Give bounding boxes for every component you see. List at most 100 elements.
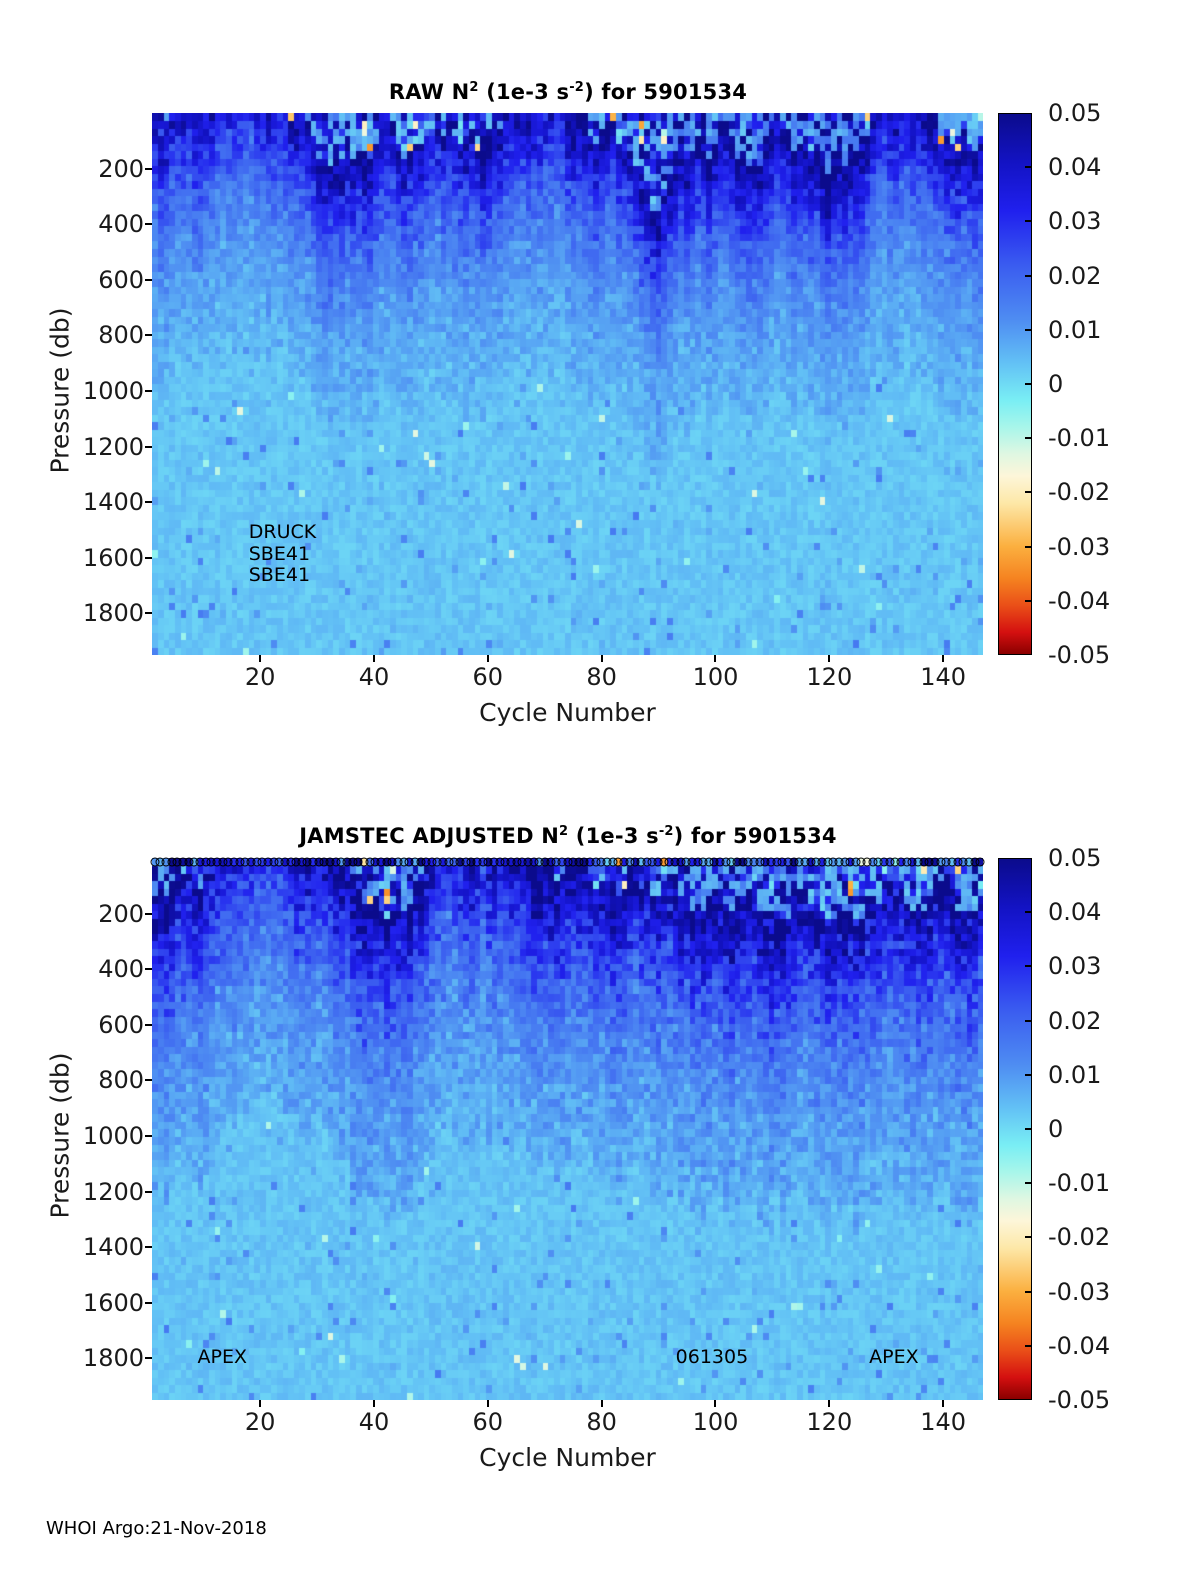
x-tick-mark xyxy=(828,655,831,662)
y-tick-label: 200 xyxy=(98,899,144,928)
colorbar-tick-mark xyxy=(1025,1128,1032,1130)
y-tick-mark xyxy=(145,389,152,392)
x-tick-mark xyxy=(828,1400,831,1407)
y-tick-mark xyxy=(145,1190,152,1193)
colorbar-tick-label: -0.01 xyxy=(1048,1169,1111,1198)
y-tick-label: 1400 xyxy=(82,1233,144,1262)
y-tick-label: 1200 xyxy=(82,1177,144,1206)
colorbar-tick-mark xyxy=(1025,328,1032,331)
y-axis-ticks-raw: 200 400 600 800 1000 1200 1400 1600 1800 xyxy=(40,113,144,655)
y-tick-mark xyxy=(145,445,152,448)
colorbar-tick-label: 0.02 xyxy=(1048,261,1102,290)
colorbar-tick-label: 0 xyxy=(1048,370,1064,398)
x-tick-label: 20 xyxy=(244,663,276,691)
colorbar-tick-mark xyxy=(1025,1182,1032,1185)
y-tick-mark xyxy=(145,1246,152,1249)
y-tick-mark xyxy=(145,612,152,615)
title-text-post: ) for 5901534 xyxy=(584,80,748,104)
footer-credit: WHOI Argo:21-Nov-2018 xyxy=(46,1518,267,1539)
plot-annotation: APEX xyxy=(869,1346,919,1369)
x-tick-label: 120 xyxy=(806,663,853,691)
panel-adjusted-title: JAMSTEC ADJUSTED N2 (1e-3 s-2) for 59015… xyxy=(152,824,984,848)
x-tick-mark xyxy=(714,655,717,662)
panel-raw-title: RAW N2 (1e-3 s-2) for 5901534 xyxy=(152,80,984,104)
y-tick-label: 400 xyxy=(98,210,144,239)
colorbar-tick-mark xyxy=(1025,965,1032,968)
y-tick-mark xyxy=(145,1134,152,1137)
plot-annotation: DRUCK xyxy=(248,520,317,543)
colorbar-tick-label: -0.02 xyxy=(1048,478,1111,507)
y-tick-mark xyxy=(145,278,152,281)
colorbar-tick-mark xyxy=(1025,1290,1032,1293)
colorbar-tick-label: -0.05 xyxy=(1048,641,1111,669)
y-tick-label: 1000 xyxy=(82,376,144,405)
title-sup-1: 2 xyxy=(469,80,479,95)
title-text-pre: JAMSTEC ADJUSTED N xyxy=(299,824,560,848)
x-axis-ticks-adjusted: 20 40 60 80 100 120 140 xyxy=(152,1408,983,1442)
panel-raw: RAW N2 (1e-3 s-2) for 5901534 200 400 600 8… xyxy=(0,0,1200,760)
colorbar-tick-label: -0.03 xyxy=(1048,1277,1111,1306)
cycle-marker-row xyxy=(150,857,985,874)
colorbar-tick-mark xyxy=(1025,274,1032,277)
y-tick-mark xyxy=(145,167,152,170)
x-tick-mark xyxy=(372,1400,375,1407)
colorbar-tick-label: -0.03 xyxy=(1048,532,1111,561)
y-tick-mark xyxy=(145,556,152,559)
y-tick-label: 1400 xyxy=(82,488,144,517)
x-tick-mark xyxy=(942,1400,945,1407)
y-axis-label-adjusted: Pressure (db) xyxy=(45,1052,75,1219)
colorbar-tick-mark xyxy=(1025,166,1032,169)
y-tick-mark xyxy=(145,334,152,337)
y-tick-mark xyxy=(145,223,152,226)
heatmap-raw xyxy=(152,113,983,655)
x-tick-mark xyxy=(942,655,945,662)
title-sup-1: 2 xyxy=(559,824,569,839)
colorbar-tick-label: 0.04 xyxy=(1048,898,1102,927)
colorbar-tick-label: -0.04 xyxy=(1048,1331,1111,1360)
y-tick-mark xyxy=(145,501,152,504)
title-sup-2: -2 xyxy=(569,80,585,95)
x-tick-mark xyxy=(600,655,603,662)
y-tick-mark xyxy=(145,968,152,971)
cycle-marker xyxy=(975,857,985,867)
heatmap-adjusted xyxy=(152,858,983,1400)
x-axis-label-raw: Cycle Number xyxy=(479,698,656,727)
colorbar-tick-mark xyxy=(1025,1073,1032,1076)
plot-annotation: APEX xyxy=(197,1346,248,1369)
y-tick-label: 1600 xyxy=(82,1288,144,1317)
x-tick-mark xyxy=(259,655,262,662)
y-tick-label: 600 xyxy=(98,1010,144,1039)
plot-annotation: SBE41 xyxy=(248,542,311,565)
colorbar-tick-label: 0.02 xyxy=(1048,1006,1102,1035)
colorbar-tick-label: -0.02 xyxy=(1048,1223,1111,1252)
colorbar-tick-label: 0.03 xyxy=(1048,952,1102,981)
x-tick-label: 140 xyxy=(920,663,967,691)
x-tick-mark xyxy=(486,1400,489,1407)
title-sup-2: -2 xyxy=(658,824,674,839)
x-tick-label: 120 xyxy=(806,1408,853,1436)
colorbar-tick-mark xyxy=(1025,220,1032,223)
x-tick-mark xyxy=(259,1400,262,1407)
colorbar-tick-mark xyxy=(1025,1236,1032,1239)
y-tick-label: 400 xyxy=(98,955,144,984)
x-tick-label: 60 xyxy=(472,1408,504,1436)
title-text-mid: (1e-3 s xyxy=(568,824,659,848)
title-text-post: ) for 5901534 xyxy=(673,824,837,848)
x-tick-label: 100 xyxy=(692,663,739,691)
y-tick-mark xyxy=(145,1357,152,1360)
colorbar-tick-mark xyxy=(1025,437,1032,440)
y-tick-label: 1000 xyxy=(82,1121,144,1150)
x-tick-label: 80 xyxy=(586,1408,617,1436)
colorbar-tick-label: 0.05 xyxy=(1048,99,1102,127)
colorbar-tick-label: 0 xyxy=(1048,1115,1064,1143)
colorbar-tick-mark xyxy=(1025,1344,1032,1347)
x-tick-mark xyxy=(714,1400,717,1407)
colorbar-tick-mark xyxy=(1025,545,1032,548)
y-tick-label: 1800 xyxy=(82,1344,144,1373)
y-tick-label: 600 xyxy=(98,265,144,294)
y-axis-ticks-adjusted: 200 400 600 800 1000 1200 1400 1600 1800 xyxy=(40,858,144,1400)
y-tick-mark xyxy=(145,1079,152,1082)
y-tick-label: 800 xyxy=(98,321,144,350)
